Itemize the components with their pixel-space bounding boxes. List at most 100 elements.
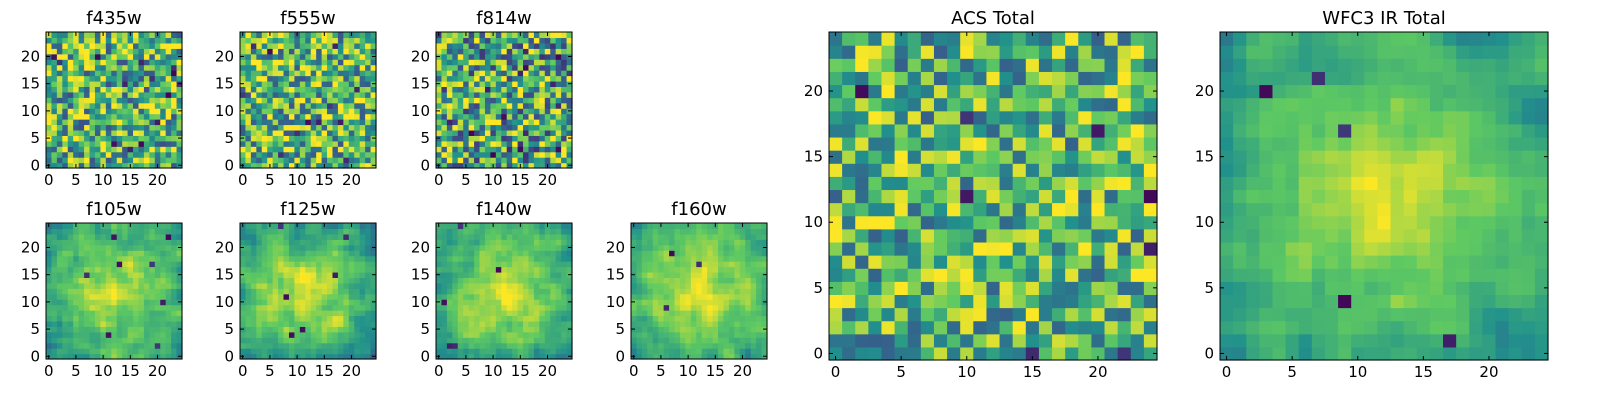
heatmap-cell — [446, 86, 453, 93]
heatmap-cell — [474, 42, 481, 49]
heatmap-cell — [933, 333, 948, 348]
heatmap-cell — [829, 294, 843, 309]
heatmap-cell — [674, 266, 681, 273]
heatmap-cell — [539, 233, 546, 240]
heatmap-cell — [321, 277, 328, 284]
heatmap-cell — [160, 119, 167, 126]
heatmap-cell — [696, 261, 703, 268]
heatmap-cell — [272, 42, 279, 49]
heatmap-cell — [343, 37, 350, 44]
heatmap-cell — [973, 333, 988, 348]
heatmap-cell — [679, 223, 686, 230]
heatmap-cell — [310, 140, 317, 147]
heatmap-cell — [299, 102, 306, 109]
heatmap-cell — [528, 277, 535, 284]
heatmap-cell — [933, 215, 948, 230]
heatmap-cell — [138, 102, 145, 109]
heatmap-cell — [143, 113, 150, 120]
heatmap-cell — [332, 37, 339, 44]
heatmap-cell — [348, 304, 355, 311]
heatmap-cell — [122, 59, 129, 66]
heatmap-cell — [468, 37, 475, 44]
heatmap-cell — [479, 140, 486, 147]
heatmap-cell — [528, 293, 535, 300]
heatmap-cell — [523, 119, 530, 126]
heatmap-cell — [723, 250, 730, 257]
heatmap-cell — [89, 48, 96, 55]
heatmap-cell — [745, 315, 752, 322]
heatmap-cell — [495, 348, 502, 355]
heatmap-cell — [495, 135, 502, 142]
heatmap-cell — [523, 255, 530, 262]
x-tick-label: 10 — [94, 362, 113, 380]
heatmap-cell — [652, 315, 659, 322]
heatmap-cell — [299, 320, 306, 327]
heatmap-cell — [696, 331, 703, 338]
heatmap-cell — [517, 277, 524, 284]
heatmap-cell — [127, 97, 134, 104]
heatmap-cell — [348, 233, 355, 240]
heatmap-cell — [154, 37, 161, 44]
heatmap-cell — [512, 157, 519, 164]
heatmap-cell — [165, 37, 172, 44]
heatmap-cell — [160, 80, 167, 87]
heatmap-cell — [105, 53, 112, 60]
heatmap-cell — [370, 282, 377, 289]
heatmap-cell — [517, 299, 524, 306]
heatmap-cell — [294, 304, 301, 311]
heatmap-cell — [105, 277, 112, 284]
heatmap-cell — [359, 293, 366, 300]
heatmap-cell — [647, 348, 654, 355]
heatmap-cell — [84, 293, 91, 300]
heatmap-cell — [165, 32, 172, 39]
heatmap-cell — [561, 315, 568, 322]
heatmap-cell — [359, 102, 366, 109]
heatmap-cell — [712, 299, 719, 306]
heatmap-cell — [663, 228, 670, 235]
heatmap-cell — [46, 277, 53, 284]
heatmap-cell — [105, 140, 112, 147]
heatmap-cell — [933, 268, 948, 282]
heatmap-cell — [343, 250, 350, 257]
heatmap-cell — [116, 304, 123, 311]
heatmap-cell — [272, 320, 279, 327]
heatmap-cell — [544, 86, 551, 93]
heatmap-cell — [46, 266, 53, 273]
heatmap-cell — [452, 64, 459, 71]
heatmap-cell — [245, 331, 252, 338]
heatmap-cell — [56, 293, 63, 300]
heatmap-cell — [490, 271, 497, 278]
heatmap-cell — [484, 288, 491, 295]
heatmap-cell — [920, 268, 935, 282]
heatmap-cell — [62, 64, 69, 71]
heatmap-cell — [479, 331, 486, 338]
heatmap-cell — [512, 310, 519, 317]
heatmap-cell — [658, 299, 665, 306]
heatmap-cell — [294, 282, 301, 289]
heatmap-cell — [761, 233, 768, 240]
heatmap-cell — [501, 331, 508, 338]
heatmap-cell — [539, 223, 546, 230]
heatmap-cell — [479, 288, 486, 295]
heatmap-cell — [73, 37, 80, 44]
heatmap-cell — [679, 348, 686, 355]
heatmap-cell — [550, 244, 557, 251]
heatmap-cell — [370, 102, 377, 109]
heatmap-cell — [337, 244, 344, 251]
heatmap-cell — [154, 228, 161, 235]
heatmap-cell — [171, 304, 178, 311]
heatmap-cell — [718, 326, 725, 333]
heatmap-cell — [250, 250, 257, 257]
heatmap-cell — [283, 91, 290, 98]
heatmap-cell — [566, 97, 573, 104]
heatmap-cell — [745, 266, 752, 273]
heatmap-cell — [354, 233, 361, 240]
heatmap-cell — [533, 271, 540, 278]
heatmap-cell — [1025, 333, 1040, 348]
heatmap-cell — [855, 215, 869, 230]
heatmap-cell — [84, 80, 91, 87]
heatmap-cell — [354, 59, 361, 66]
heatmap-cell — [294, 108, 301, 115]
heatmap-cell — [305, 48, 312, 55]
heatmap-cell — [321, 293, 328, 300]
